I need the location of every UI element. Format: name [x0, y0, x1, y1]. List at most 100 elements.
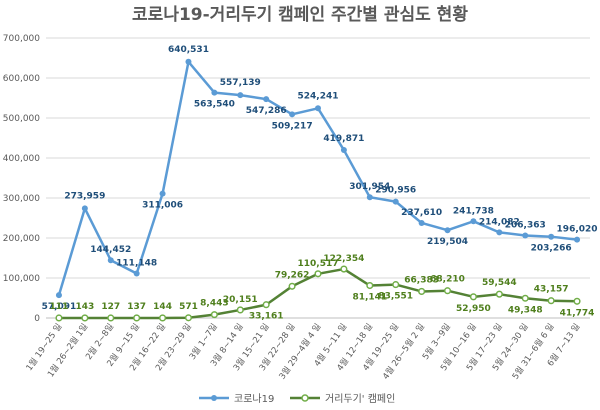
data-point-campaign — [236, 306, 244, 314]
y-tick-label: 500,000 — [3, 114, 40, 124]
data-label-covid: 547,286 — [246, 106, 287, 116]
y-tick-label: 400,000 — [3, 154, 40, 164]
data-point-covid — [470, 218, 477, 225]
data-label-campaign: 143 — [75, 302, 94, 312]
y-tick-label: 200,000 — [3, 234, 40, 244]
data-label-covid: 509,217 — [272, 121, 313, 131]
data-label-campaign: 127 — [101, 302, 120, 312]
data-label-covid: 144,452 — [90, 245, 131, 255]
data-label-campaign: 122,354 — [323, 254, 364, 264]
data-label-campaign: 110,517 — [298, 259, 339, 269]
y-tick-label: 600,000 — [3, 74, 40, 84]
data-label-covid: 273,959 — [64, 191, 105, 201]
data-label-covid: 57,091 — [42, 302, 77, 312]
data-label-campaign: 79,262 — [275, 270, 310, 280]
data-label-covid: 203,266 — [531, 244, 572, 254]
legend-marker-covid — [211, 395, 217, 401]
data-label-campaign: 33,161 — [249, 312, 284, 322]
data-label-campaign: 111 — [50, 302, 69, 312]
data-point-campaign — [418, 287, 426, 295]
data-point-campaign — [340, 265, 348, 273]
data-point-campaign — [547, 297, 555, 305]
data-point-covid — [340, 147, 347, 154]
data-label-covid: 640,531 — [168, 45, 209, 55]
data-label-campaign: 52,950 — [456, 304, 491, 314]
data-label-covid: 237,610 — [401, 208, 442, 218]
data-label-covid: 563,540 — [194, 100, 235, 110]
data-label-covid: 206,363 — [505, 220, 546, 230]
y-tick-label: 300,000 — [3, 194, 40, 204]
data-point-campaign — [81, 314, 89, 322]
data-label-campaign: 68,210 — [430, 275, 465, 285]
data-point-covid — [81, 205, 88, 212]
data-label-covid: 301,954 — [349, 182, 390, 192]
y-tick-label: 100,000 — [3, 274, 40, 284]
data-label-covid: 311,006 — [142, 201, 183, 211]
y-axis-tick-labels: 0 100,000 200,000 300,000 400,000 500,000 600,… — [3, 34, 40, 324]
data-label-campaign: 81,141 — [352, 293, 387, 303]
data-label-campaign: 41,774 — [560, 308, 595, 318]
legend-label-covid: 코로나19 — [234, 393, 274, 405]
data-label-campaign: 20,151 — [223, 295, 258, 305]
data-point-covid — [496, 229, 503, 236]
data-point-campaign — [107, 314, 115, 322]
data-label-covid: 241,738 — [453, 206, 494, 216]
data-label-covid: 214,082 — [479, 217, 520, 227]
data-point-campaign — [392, 281, 400, 289]
data-labels: 57,091 273,959 144,452 111,148 311,006 640,53… — [42, 45, 598, 322]
chart-title: 코로나19-거리두기 캠페인 주간별 관심도 현황 — [132, 5, 468, 25]
data-label-campaign: 571 — [179, 302, 198, 312]
data-point-covid — [211, 89, 218, 96]
data-point-campaign — [262, 301, 270, 309]
data-point-covid — [289, 111, 296, 118]
data-point-covid — [444, 227, 451, 234]
data-point-campaign — [288, 282, 296, 290]
data-point-campaign — [495, 290, 503, 298]
data-label-campaign: 59,544 — [482, 278, 517, 288]
data-point-covid — [548, 233, 555, 240]
data-point-covid — [237, 92, 244, 99]
data-label-covid: 557,139 — [220, 78, 261, 88]
data-label-campaign: 49,348 — [508, 305, 543, 315]
data-point-campaign — [55, 314, 63, 322]
data-point-covid — [574, 236, 581, 243]
data-label-campaign: 43,157 — [534, 285, 569, 295]
data-label-covid: 290,956 — [375, 186, 416, 196]
data-label-campaign: 144 — [153, 302, 172, 312]
data-point-covid — [263, 96, 270, 103]
data-point-covid — [107, 257, 114, 264]
data-point-covid — [418, 219, 425, 226]
series-lines — [55, 58, 581, 322]
legend-marker-campaign — [301, 394, 309, 402]
data-point-campaign — [443, 287, 452, 295]
y-tick-label: 700,000 — [3, 34, 40, 44]
data-label-covid: 219,504 — [427, 237, 468, 247]
data-label-campaign: 8,443 — [200, 299, 228, 309]
data-point-covid — [392, 198, 399, 205]
data-point-campaign — [573, 297, 581, 305]
data-point-covid — [55, 292, 62, 299]
data-label-covid: 524,241 — [298, 91, 339, 101]
data-point-campaign — [521, 294, 529, 302]
data-label-campaign: 83,551 — [378, 292, 413, 302]
data-point-campaign — [133, 314, 141, 322]
data-point-covid — [366, 194, 373, 201]
data-point-campaign — [469, 293, 477, 301]
legend-label-campaign: 거리두기' 캠페인 — [325, 393, 395, 405]
data-point-covid — [159, 190, 166, 197]
legend: 코로나19 거리두기' 캠페인 — [199, 393, 395, 405]
data-point-campaign — [159, 314, 167, 322]
data-point-covid — [522, 232, 529, 239]
data-label-covid: 196,020 — [557, 225, 598, 235]
data-label-covid: 111,148 — [116, 259, 157, 269]
data-label-campaign: 66,383 — [404, 275, 439, 285]
data-point-covid — [315, 105, 321, 112]
gridlines — [46, 37, 590, 319]
data-label-campaign: 137 — [127, 302, 146, 312]
data-point-campaign — [314, 270, 322, 278]
data-point-covid — [133, 270, 140, 277]
data-label-covid: 419,871 — [323, 134, 364, 144]
